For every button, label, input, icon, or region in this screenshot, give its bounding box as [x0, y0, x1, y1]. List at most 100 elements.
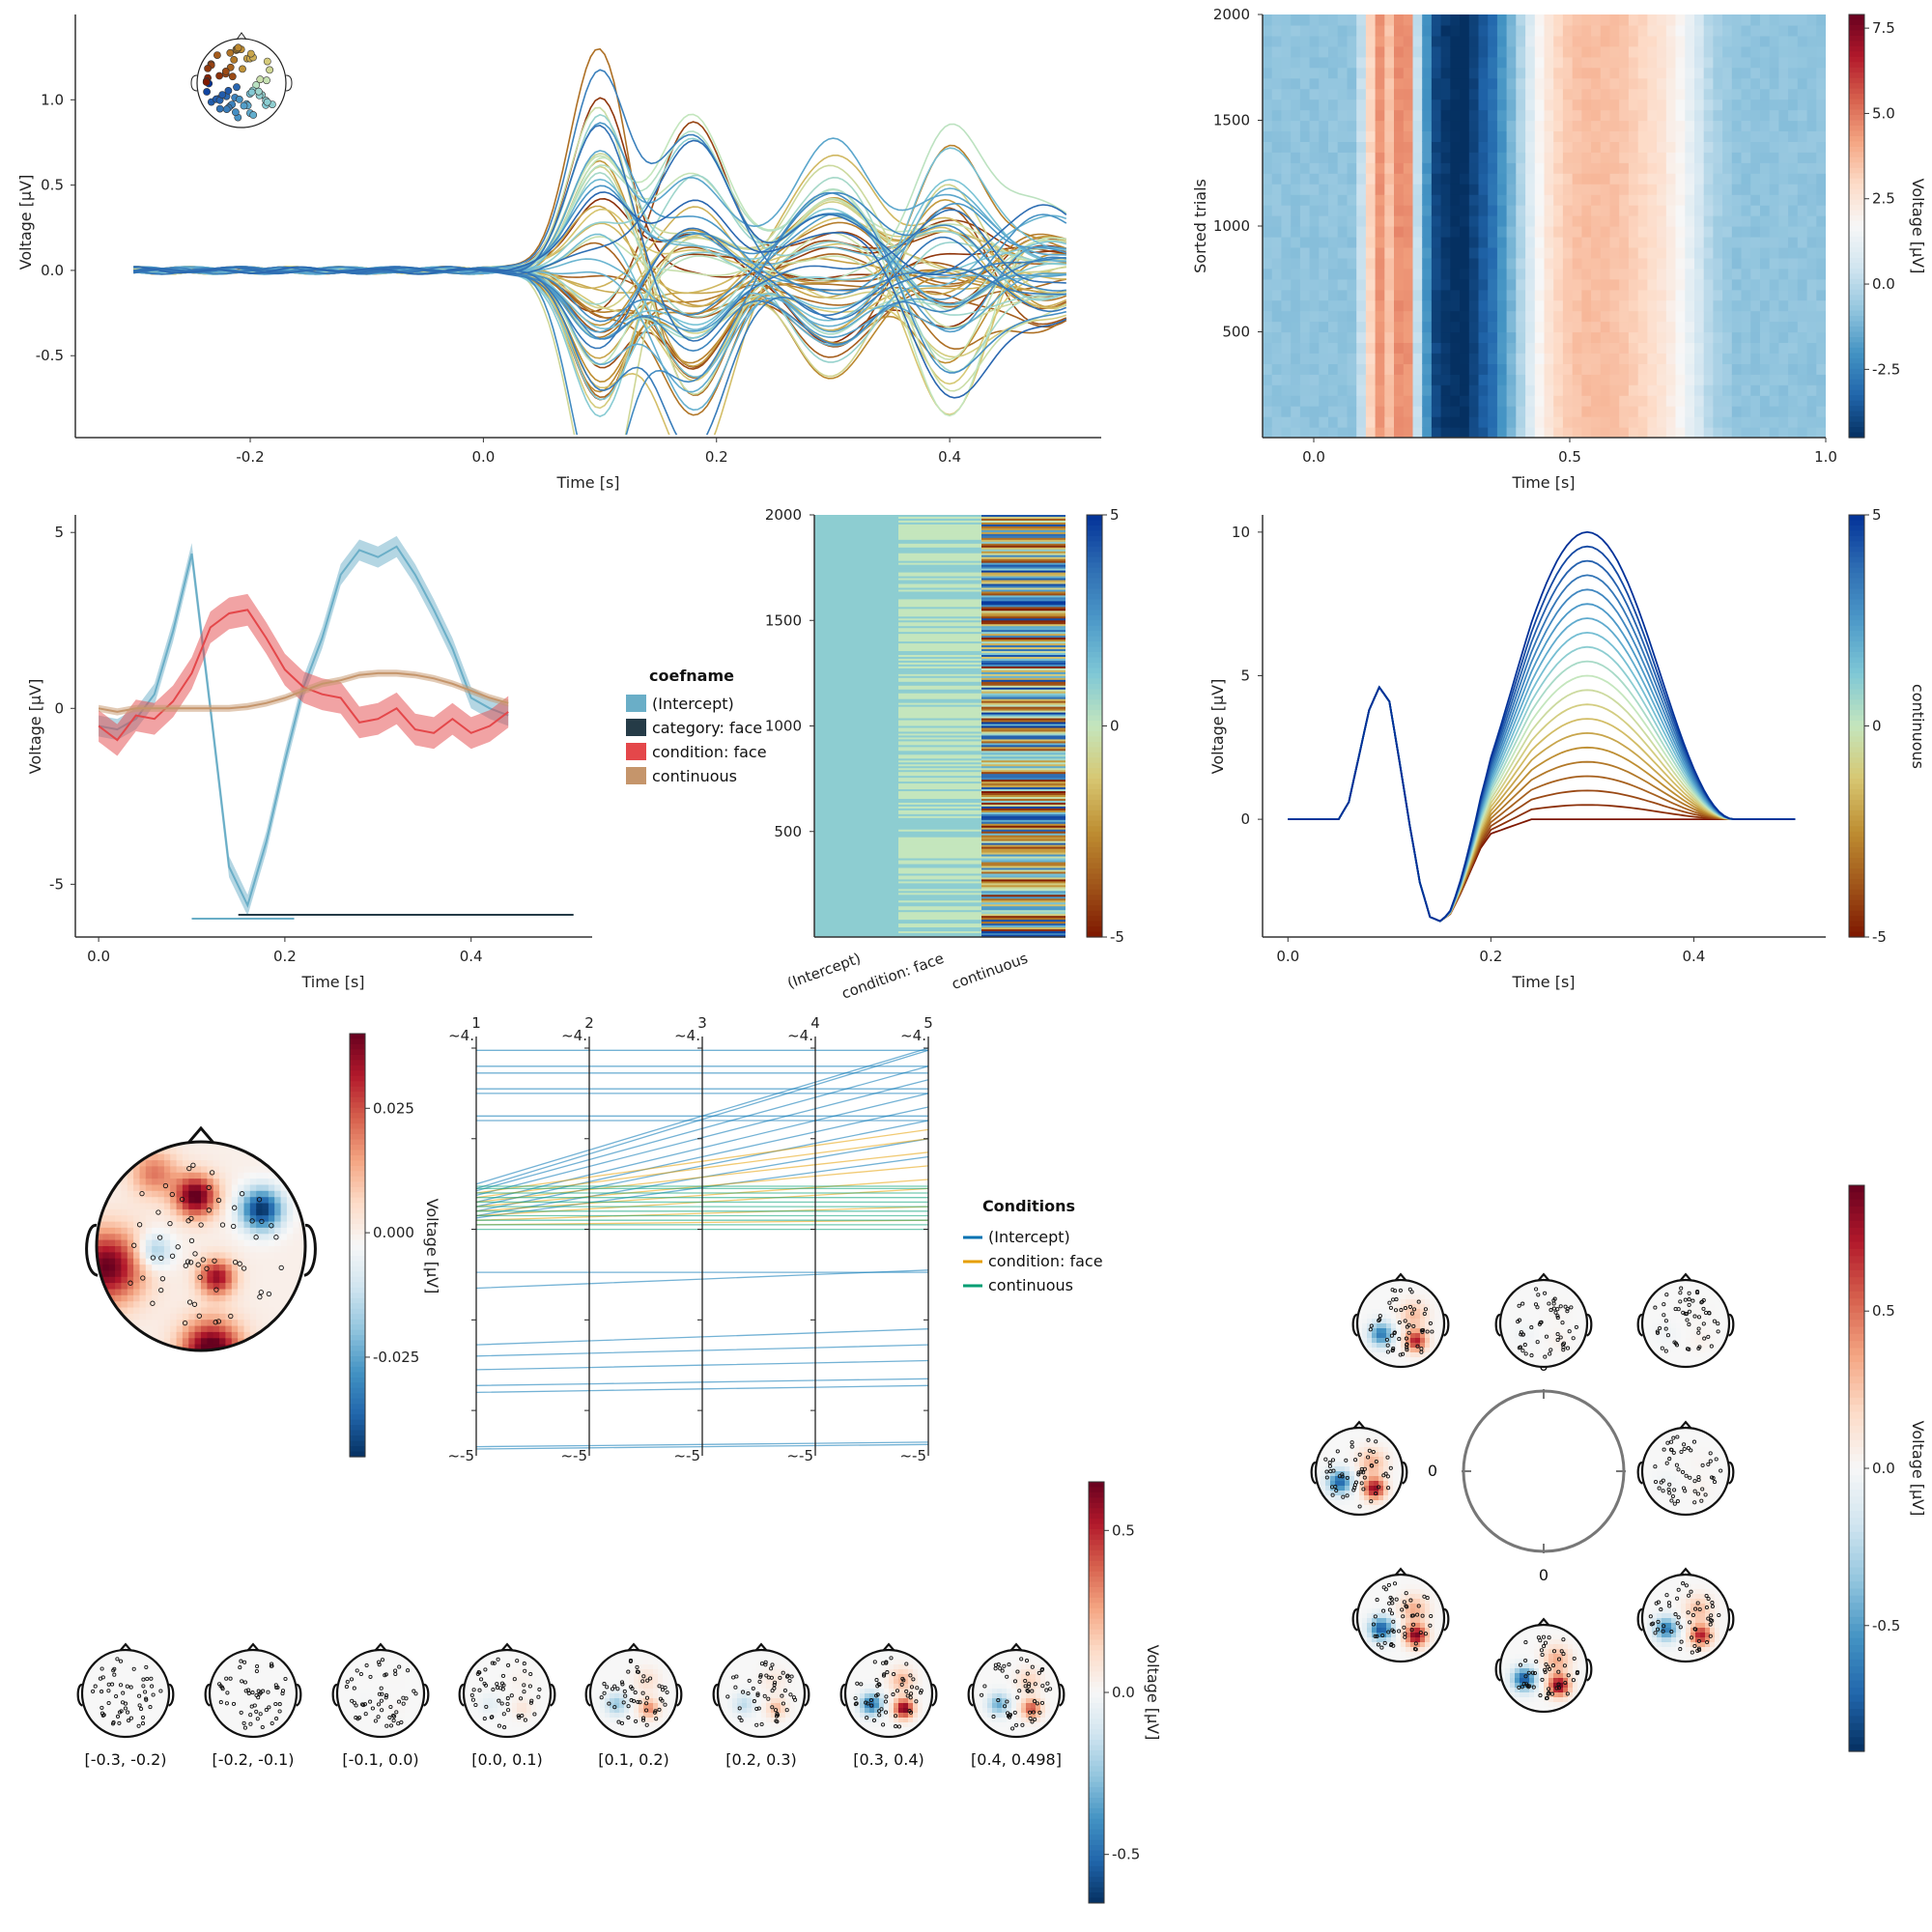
erp-image-cell — [1685, 184, 1695, 195]
dm-cbar-cell — [1087, 899, 1102, 906]
topo-series-head-pixel — [97, 1689, 102, 1694]
erp-image-cell — [1422, 342, 1433, 354]
erp-image-cell — [1384, 363, 1395, 375]
erp-image-cell — [1788, 130, 1799, 142]
erp-image-cell — [1422, 99, 1433, 111]
erp-image-cell — [1760, 342, 1771, 354]
dm-continuous-cell — [981, 778, 1065, 781]
erp-image-cell — [1534, 130, 1546, 142]
erp-image-cell — [1694, 141, 1705, 153]
erp-image-cell — [1506, 363, 1517, 375]
tp-cbar-cell — [350, 1128, 365, 1135]
erp-image-cell — [1468, 194, 1480, 206]
dm-condition-cell — [898, 622, 981, 625]
topoplot-pixel — [133, 1270, 141, 1278]
dm-continuous-cell — [981, 524, 1065, 527]
topoplot-pixel — [102, 1160, 110, 1168]
erp-image-cell — [1384, 152, 1395, 163]
erp-image-cell — [1460, 184, 1470, 195]
topoplot-pixel — [102, 1166, 110, 1174]
erp-cbar-cell — [1849, 395, 1864, 402]
erp-image-cell — [1778, 45, 1789, 58]
erp-image-cell — [1816, 257, 1826, 270]
erp-image-cell — [1328, 395, 1339, 407]
erp-cbar-cell — [1849, 83, 1864, 90]
topoplot-pixel — [293, 1215, 300, 1223]
topoplot-pixel — [121, 1264, 128, 1272]
topo-series-head-pixel — [101, 1674, 107, 1680]
erp-image-cell — [1797, 205, 1808, 216]
erp-image-cell — [1309, 278, 1320, 291]
erp-image-cell — [1365, 14, 1377, 26]
topoplot-right-ear — [303, 1223, 317, 1277]
topo-series-head-pixel — [121, 1679, 127, 1685]
topoplot-electrode — [167, 1220, 173, 1227]
erp-image-cell — [1384, 246, 1395, 259]
topoplot-pixel — [194, 1197, 202, 1205]
erp-image-cell — [1384, 257, 1395, 270]
erp-image-cell — [1271, 109, 1282, 122]
erp-image-cell — [1788, 237, 1799, 248]
erp-image-cell — [1657, 278, 1667, 291]
erp-image-cell — [1328, 237, 1339, 248]
topo-series-head-pixel — [101, 1713, 107, 1719]
erp-cbar-cell — [1849, 421, 1864, 428]
dm-continuous-cell — [981, 691, 1065, 695]
erp-image-cell — [1525, 416, 1536, 428]
erp-image-cell — [1619, 406, 1630, 417]
topoplot-pixel — [115, 1301, 123, 1309]
erp-image-cell — [1544, 77, 1554, 90]
erp-image-cell — [1496, 99, 1508, 111]
tp-cbar-cell — [350, 1044, 365, 1051]
erp-image-cell — [1271, 152, 1282, 163]
ef-cbar-cell — [1849, 699, 1864, 706]
topoplot-pixel — [121, 1190, 128, 1198]
erp-image-cell — [1750, 226, 1761, 238]
erp-image-cell — [1788, 321, 1799, 333]
topoplot-pixel — [188, 1148, 196, 1155]
erp-image-cell — [1637, 99, 1648, 111]
erp-image-cell — [1468, 24, 1480, 37]
topoplot-pixel — [152, 1166, 159, 1174]
erp-image-cell — [1375, 384, 1385, 396]
erp-image-cell — [1291, 56, 1301, 69]
dm-cbar-cell — [1087, 895, 1102, 901]
dm-condition-cell — [898, 731, 981, 734]
dm-cbar-cell — [1087, 805, 1102, 811]
erp-image-cell — [1760, 353, 1771, 364]
tp-cbar-cell — [350, 1256, 365, 1263]
erp-image-cell — [1553, 77, 1564, 90]
erp-image-cell — [1328, 416, 1339, 428]
erp-image-cell — [1600, 246, 1611, 259]
erp-image-cell — [1665, 353, 1677, 364]
erp-image-cell — [1797, 99, 1808, 111]
erp-image-cell — [1750, 257, 1761, 270]
topoplot-pixel — [274, 1142, 282, 1150]
topoplot-pixel — [298, 1331, 305, 1339]
topo-series-head-pixel — [92, 1703, 98, 1709]
dm-continuous-cell — [981, 658, 1065, 662]
erp-image-cell — [1506, 205, 1517, 216]
erp-image-cell — [1384, 194, 1395, 206]
butterfly-plot: -0.2 0.0 0.2 0.4 -0.50.00.51.0 Time [s] Vol… — [16, 14, 1101, 492]
erp-image-cell — [1647, 321, 1658, 333]
topoplot-pixel — [152, 1246, 159, 1254]
dm-cbar-cell — [1087, 631, 1102, 638]
erp-image-cell — [1591, 77, 1602, 90]
topoplot-pixel — [286, 1344, 294, 1350]
dm-continuous-cell — [981, 883, 1065, 886]
topoplot-pixel — [268, 1148, 275, 1155]
topoplot-pixel — [274, 1264, 282, 1272]
erp-image-cell — [1384, 67, 1395, 79]
topoplot-pixel — [293, 1258, 300, 1265]
topoplot-pixel — [280, 1160, 288, 1168]
topoplot-pixel — [139, 1289, 147, 1296]
tp-cbar-cell — [350, 1350, 365, 1357]
topoplot-pixel — [157, 1313, 165, 1321]
erp-image-cell — [1609, 321, 1620, 333]
dm-cbar-cell — [1087, 604, 1102, 611]
erp-image-cell — [1600, 162, 1611, 174]
ef-cbar-cell — [1849, 625, 1864, 632]
topoplot-pixel — [249, 1239, 257, 1247]
pcp-axis-bottom-label: ~-5 — [560, 1447, 587, 1464]
